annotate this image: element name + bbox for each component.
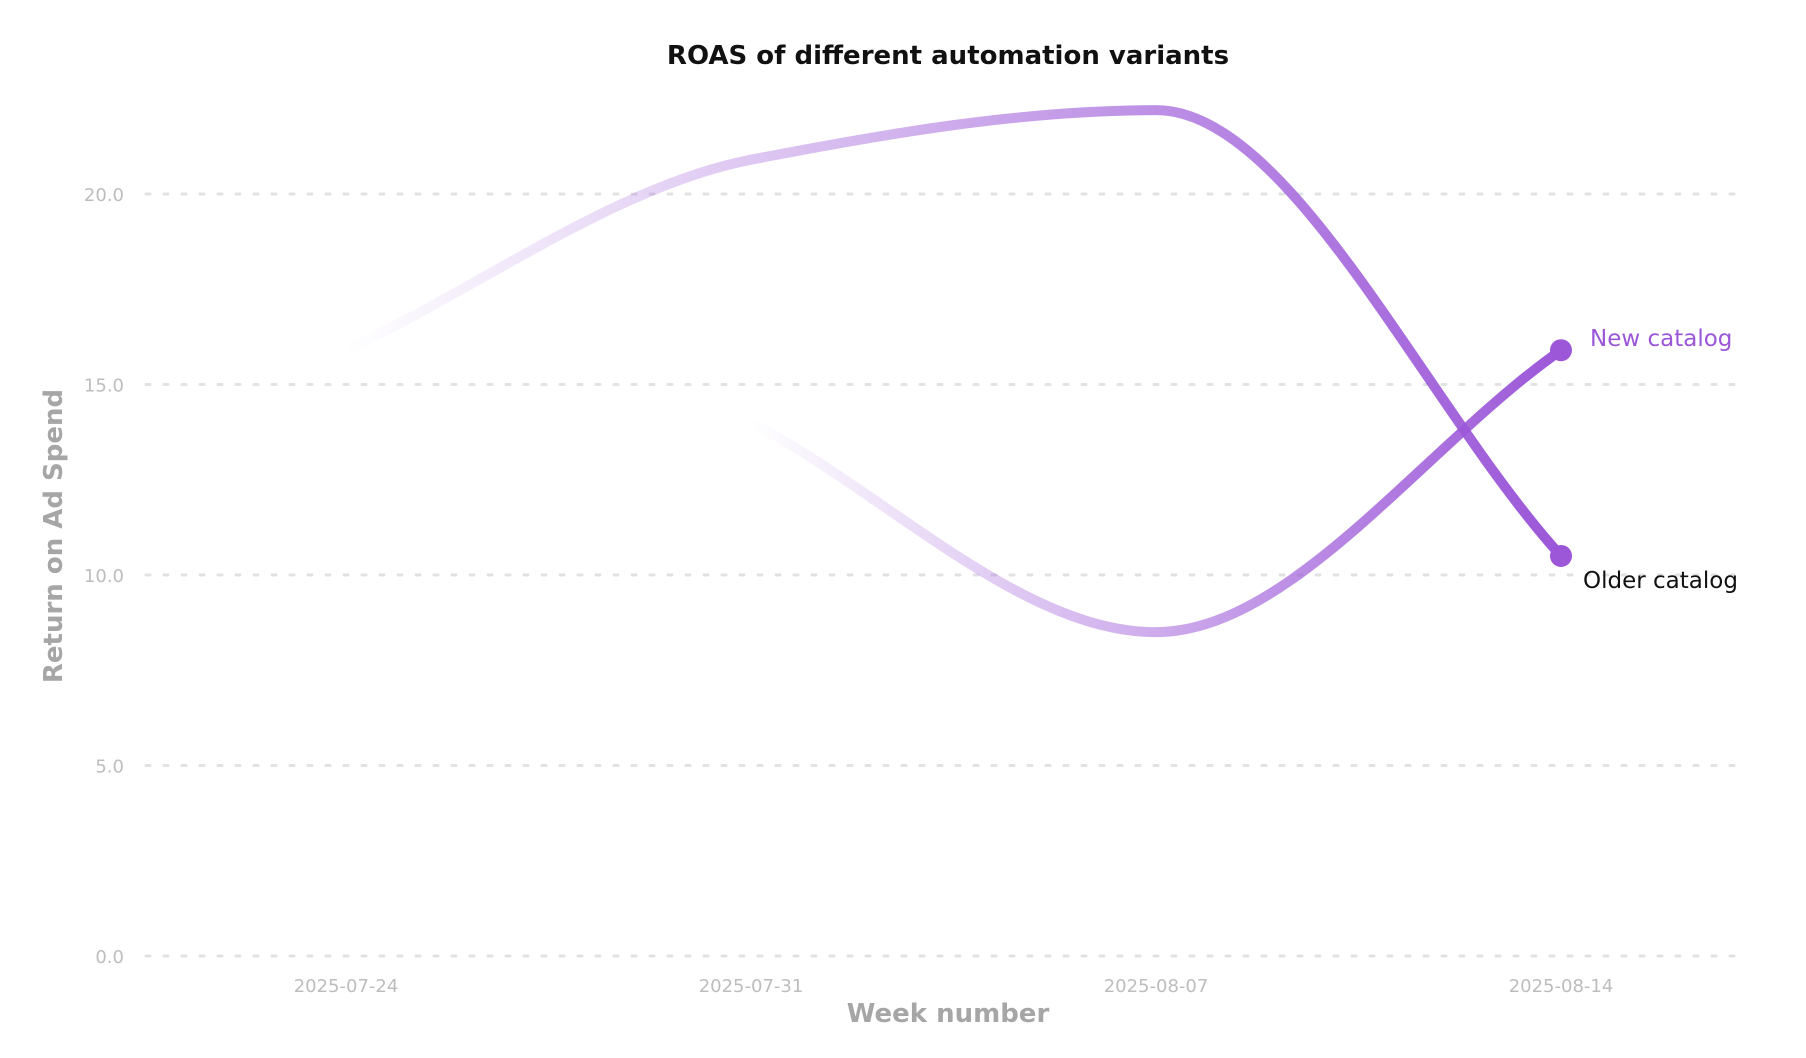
x-tick-label: 2025-07-24 — [294, 976, 399, 997]
x-tick-label: 2025-07-31 — [699, 976, 804, 997]
series-end-label: New catalog — [1590, 326, 1732, 352]
series-line-0 — [341, 105, 1566, 561]
series-end-label: Older catalog — [1583, 568, 1738, 594]
y-tick-label: 5.0 — [95, 757, 124, 778]
series-line-1 — [746, 345, 1566, 638]
gridlines — [144, 192, 1750, 958]
series-lines — [341, 105, 1572, 638]
series-point-0 — [1550, 544, 1572, 567]
chart-title: ROAS of different automation variants — [667, 41, 1229, 71]
x-tick-label: 2025-08-14 — [1509, 976, 1614, 997]
y-tick-label: 15.0 — [84, 376, 124, 397]
x-tick-label: 2025-08-07 — [1104, 976, 1209, 997]
y-tick-labels: 0.0 5.0 10.0 15.0 20.0 — [84, 185, 124, 968]
y-tick-label: 10.0 — [84, 566, 124, 587]
series-end-labels: Older catalog New catalog — [1583, 326, 1738, 594]
series-point-1 — [1550, 339, 1572, 362]
x-tick-labels: 2025-07-24 2025-07-31 2025-08-07 2025-08-14 — [294, 976, 1614, 997]
x-axis-label: Week number — [847, 999, 1050, 1029]
y-tick-label: 20.0 — [84, 185, 124, 206]
y-tick-label: 0.0 — [95, 947, 124, 968]
y-axis-label: Return on Ad Spend — [39, 389, 69, 683]
